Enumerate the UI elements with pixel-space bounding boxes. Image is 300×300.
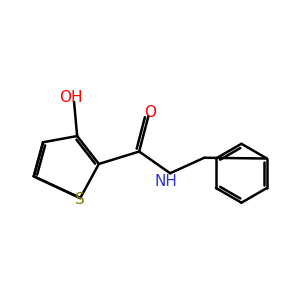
Text: NH: NH [154, 174, 177, 189]
Text: O: O [144, 105, 156, 120]
Text: S: S [75, 192, 85, 207]
Text: OH: OH [59, 90, 83, 105]
